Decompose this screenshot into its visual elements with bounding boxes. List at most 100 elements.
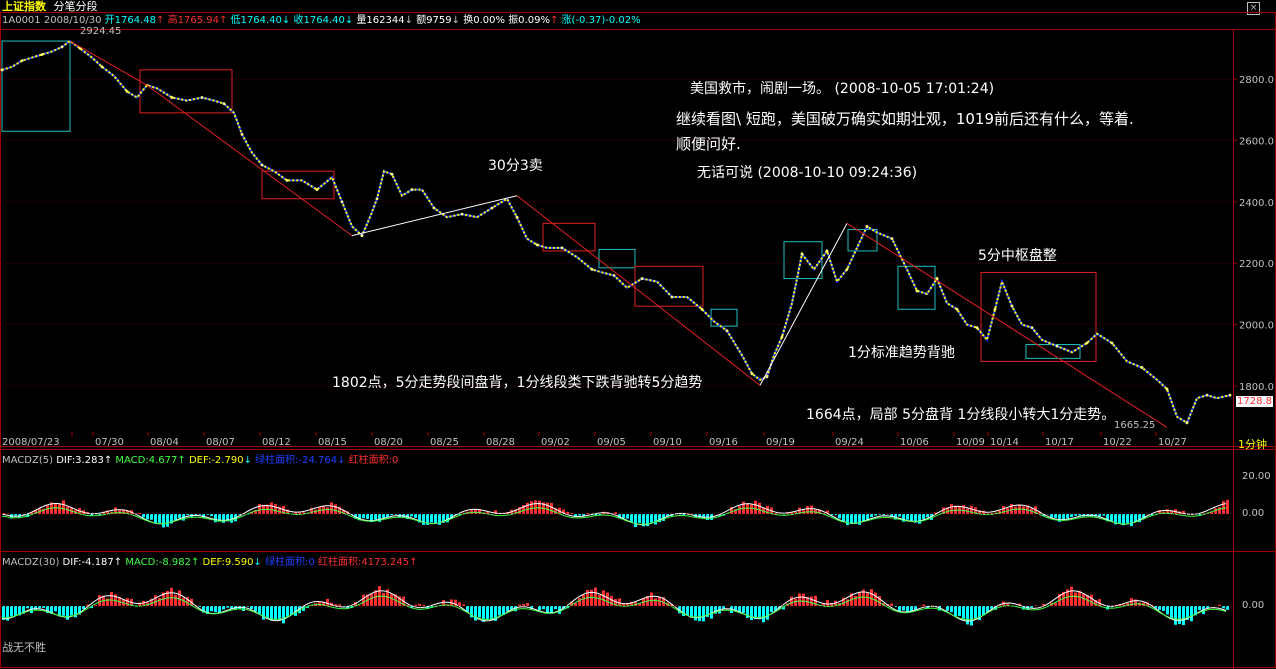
pivot-box [139, 69, 233, 114]
macd30-histogram-bar [598, 595, 601, 606]
macd30-histogram-bar [622, 604, 625, 606]
macd30-histogram-bar [550, 606, 553, 614]
macd5-histogram-bar [702, 514, 705, 519]
macd5-dea-line [1, 507, 1227, 525]
segment-stroke [146, 84, 353, 237]
macd30-histogram-bar [858, 591, 861, 606]
macd5-histogram-bar [250, 512, 253, 514]
macd30-histogram-bar [474, 606, 477, 621]
price-point [200, 96, 204, 99]
price-point [222, 102, 226, 106]
macd30-histogram-bar [318, 602, 321, 606]
price-point [955, 307, 959, 311]
y-tick-label: 2400.0 [1239, 198, 1274, 209]
macd5-dif: DIF:3.283 [56, 455, 104, 466]
macd5-histogram-bar [818, 509, 821, 514]
price-point [170, 96, 174, 99]
high-value: 高1765.94 [167, 15, 219, 26]
macd5-histogram-bar [138, 512, 141, 514]
macd30-histogram-bar [482, 606, 485, 622]
macd5-histogram-bar [434, 514, 437, 524]
price-point [535, 243, 539, 247]
macd5-histogram-bar [878, 514, 881, 515]
macd30-histogram-bar [206, 606, 209, 615]
high-price-label: 2924.45 [80, 26, 122, 37]
macd5-histogram-bar [646, 514, 649, 527]
macd30-histogram-bar [702, 606, 705, 622]
price-point [432, 206, 436, 210]
x-tick-label: 08/15 [318, 437, 347, 448]
macd30-histogram-bar [982, 606, 985, 616]
macd30-histogram-bar [62, 606, 65, 616]
price-point [490, 206, 494, 210]
macd30-histogram-bar [266, 606, 269, 619]
macd30-histogram-bar [66, 606, 69, 620]
macd5-histogram-bar [1114, 514, 1117, 525]
macd30-histogram-bar [618, 598, 621, 606]
macd5-histogram-bar [682, 514, 685, 516]
macd30-dea-line [1, 595, 1227, 621]
close-icon[interactable]: × [1247, 2, 1260, 15]
segment-stroke [516, 195, 761, 386]
macd5-histogram-bar [1010, 504, 1013, 514]
macd30-histogram-bar [86, 604, 89, 606]
x-tick-label: 08/20 [374, 437, 403, 448]
macd5-histogram-bar [1158, 510, 1161, 514]
macd30-histogram-bar [874, 592, 877, 606]
macd5-histogram-bar [1014, 506, 1017, 514]
macd30-histogram-bar [758, 606, 761, 620]
price-point [0, 68, 4, 72]
macd30-histogram-bar [630, 601, 633, 606]
macd5-histogram-bar [46, 505, 49, 514]
price-point [670, 295, 674, 299]
macd5-histogram-bar [1134, 514, 1137, 522]
macd5-histogram-bar [430, 514, 433, 523]
macd30-histogram-bar [250, 606, 253, 610]
macd30-histogram-bar [1074, 592, 1077, 606]
macd5-histogram-bar [598, 514, 601, 516]
macd30-histogram-bar [862, 589, 865, 606]
macd30-histogram-bar [990, 606, 993, 609]
price-point [935, 277, 939, 280]
macd30-histogram-bar [54, 606, 57, 612]
macd5-histogram-bar [158, 514, 161, 523]
footer-slogan: 战无不胜 [2, 641, 46, 654]
x-tick-label: 10/17 [1045, 437, 1074, 448]
macd30-histogram-bar [1194, 606, 1197, 616]
macd5-histogram-bar [1126, 514, 1129, 524]
x-tick-label: 10/27 [1158, 437, 1187, 448]
macd5-histogram-bar [226, 514, 229, 522]
macd30-red-area: 红柱面积:4173.245 [318, 557, 410, 568]
macd30-histogram-bar [894, 606, 897, 607]
macd30-histogram-bar [1034, 605, 1037, 606]
macd30-histogram-bar [994, 606, 997, 610]
price-point [1140, 366, 1144, 369]
x-tick-label: 08/07 [206, 437, 235, 448]
macd30-histogram-bar [350, 606, 353, 608]
macd5-histogram-bar [882, 514, 885, 516]
pivot-box [634, 265, 704, 307]
macd30-histogram-bar [662, 597, 665, 606]
macd30-histogram-bar [126, 598, 129, 606]
macd5-histogram-bar [574, 514, 577, 517]
macd30-histogram-bar [906, 606, 909, 612]
pivot-box [261, 170, 335, 200]
macd30-histogram-bar [178, 590, 181, 606]
turnover-value: 换0.00% [463, 15, 505, 26]
macd30-histogram-bar [138, 602, 141, 606]
macd5-histogram-bar [178, 514, 181, 519]
price-point [1205, 393, 1209, 397]
macd30-histogram-bar [526, 603, 529, 606]
segment-stroke [759, 223, 848, 386]
macd30-histogram-bar [374, 590, 377, 606]
macd5-histogram-bar [662, 514, 665, 521]
macd30-histogram-bar [502, 606, 505, 616]
x-tick-label: 10/09 [956, 437, 985, 448]
macd5-histogram-bar [642, 514, 645, 527]
macd5-histogram-bar [750, 504, 753, 514]
macd5-histogram-bar [546, 502, 549, 514]
macd5-histogram-bar [526, 502, 529, 514]
macd5-histogram-bar [42, 508, 45, 514]
macd30-histogram-bar [1154, 606, 1157, 609]
macd5-histogram-bar [862, 514, 865, 522]
